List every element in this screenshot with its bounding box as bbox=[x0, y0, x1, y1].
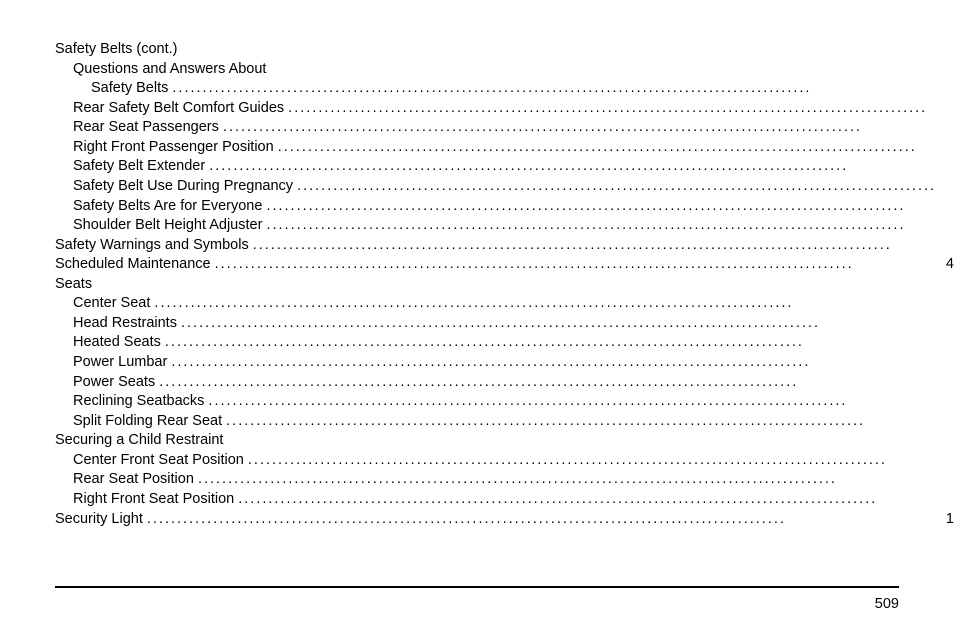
index-entry: Rear Seat Passengers 32 bbox=[55, 118, 954, 138]
leader-dots bbox=[165, 333, 936, 353]
index-entry-page: 35 bbox=[936, 99, 954, 119]
index-entry-page: 20 bbox=[936, 79, 954, 99]
index-entry-page: 30 bbox=[936, 138, 954, 158]
leader-dots bbox=[278, 138, 936, 158]
index-entry-label: Right Front Passenger Position bbox=[73, 138, 278, 158]
index-entry: Center Seat 14 bbox=[55, 294, 954, 314]
index-entry-label: Safety Belt Extender bbox=[73, 157, 209, 177]
index-entry: Heated Seats 10 bbox=[55, 333, 954, 353]
index-entry: Head Restraints 13 bbox=[55, 314, 954, 334]
index-entry-page: 30 bbox=[936, 177, 954, 197]
index-entry: Right Front Seat Position 61 bbox=[55, 490, 954, 510]
index-entry: Securing a Child Restraint bbox=[55, 431, 954, 451]
index-entry: Seats bbox=[55, 275, 954, 295]
index-entry: Reclining Seatbacks 11 bbox=[55, 392, 954, 412]
leader-dots bbox=[147, 510, 936, 530]
index-columns: Safety Belts (cont.)Questions and Answer… bbox=[55, 40, 899, 531]
leader-dots bbox=[171, 353, 936, 373]
footer-rule bbox=[55, 586, 899, 588]
leader-dots bbox=[198, 470, 936, 490]
index-entry-page: 13 bbox=[936, 314, 954, 334]
index-entry-label: Reclining Seatbacks bbox=[73, 392, 208, 412]
index-entry-label: Right Front Seat Position bbox=[73, 490, 238, 510]
leader-dots bbox=[238, 490, 936, 510]
leader-dots bbox=[154, 294, 936, 314]
index-entry-page: 29 bbox=[936, 216, 954, 236]
index-entry: Shoulder Belt Height Adjuster 29 bbox=[55, 216, 954, 236]
index-entry: Power Seats 9 bbox=[55, 373, 954, 393]
index-entry-page: 11 bbox=[936, 392, 954, 412]
index-entry: Safety Belt Extender 38 bbox=[55, 157, 954, 177]
index-entry: Safety Warnings and Symbols 4 bbox=[55, 236, 954, 256]
leader-dots bbox=[215, 255, 936, 275]
index-entry: Scheduled Maintenance 462 bbox=[55, 255, 954, 275]
index-entry: Safety Belt Use During Pregnancy 30 bbox=[55, 177, 954, 197]
index-entry-label: Security Light bbox=[55, 510, 147, 530]
index-entry-label: Securing a Child Restraint bbox=[55, 431, 954, 451]
leader-dots bbox=[226, 412, 936, 432]
leader-dots bbox=[223, 118, 936, 138]
index-entry: Safety Belts Are for Everyone 16 bbox=[55, 197, 954, 217]
index-entry-label: Seats bbox=[55, 275, 954, 295]
page-number: 509 bbox=[875, 596, 899, 612]
index-entry-page: 195 bbox=[936, 510, 954, 530]
index-entry-page: 4 bbox=[936, 236, 954, 256]
index-entry-label: Rear Seat Position bbox=[73, 470, 198, 490]
index-entry-label: Shoulder Belt Height Adjuster bbox=[73, 216, 266, 236]
index-entry: Questions and Answers About bbox=[55, 60, 954, 80]
index-entry-label: Safety Warnings and Symbols bbox=[55, 236, 253, 256]
index-entry: Power Lumbar 10 bbox=[55, 353, 954, 373]
index-entry: Split Folding Rear Seat 14 bbox=[55, 412, 954, 432]
leader-dots bbox=[181, 314, 936, 334]
index-column-left: Safety Belts (cont.)Questions and Answer… bbox=[55, 40, 954, 531]
index-entry-label: Rear Seat Passengers bbox=[73, 118, 223, 138]
index-entry-label: Rear Safety Belt Comfort Guides bbox=[73, 99, 288, 119]
index-entry-page: 14 bbox=[936, 412, 954, 432]
index-entry-page: 38 bbox=[936, 157, 954, 177]
index-entry-page: 10 bbox=[936, 353, 954, 373]
leader-dots bbox=[297, 177, 936, 197]
index-entry-label: Power Seats bbox=[73, 373, 159, 393]
leader-dots bbox=[266, 197, 936, 217]
index-entry-label: Safety Belts (cont.) bbox=[55, 40, 954, 60]
index-entry-page: 32 bbox=[936, 118, 954, 138]
index-entry: Rear Seat Position 58 bbox=[55, 470, 954, 490]
index-entry: Rear Safety Belt Comfort Guides 35 bbox=[55, 99, 954, 119]
index-entry: Right Front Passenger Position 30 bbox=[55, 138, 954, 158]
index-entry-page: 16 bbox=[936, 197, 954, 217]
index-entry: Security Light 195 bbox=[55, 510, 954, 530]
leader-dots bbox=[159, 373, 936, 393]
index-entry-page: 61 bbox=[936, 490, 954, 510]
leader-dots bbox=[208, 392, 936, 412]
index-entry-label: Split Folding Rear Seat bbox=[73, 412, 226, 432]
index-entry: Safety Belts (cont.) bbox=[55, 40, 954, 60]
index-entry-label: Safety Belts Are for Everyone bbox=[73, 197, 266, 217]
index-entry-label: Safety Belt Use During Pregnancy bbox=[73, 177, 297, 197]
leader-dots bbox=[172, 79, 936, 99]
index-entry-label: Scheduled Maintenance bbox=[55, 255, 215, 275]
index-entry-label: Questions and Answers About bbox=[73, 60, 954, 80]
index-entry-label: Head Restraints bbox=[73, 314, 181, 334]
leader-dots bbox=[266, 216, 936, 236]
index-entry-label: Center Front Seat Position bbox=[73, 451, 248, 471]
index-entry: Center Front Seat Position 61 bbox=[55, 451, 954, 471]
leader-dots bbox=[248, 451, 936, 471]
index-entry-page: 10 bbox=[936, 333, 954, 353]
index-entry-label: Center Seat bbox=[73, 294, 154, 314]
leader-dots bbox=[209, 157, 936, 177]
index-entry-label: Power Lumbar bbox=[73, 353, 171, 373]
index-entry: Safety Belts 20 bbox=[55, 79, 954, 99]
index-entry-page: 58 bbox=[936, 470, 954, 490]
leader-dots bbox=[253, 236, 936, 256]
index-entry-page: 61 bbox=[936, 451, 954, 471]
index-entry-label: Safety Belts bbox=[91, 79, 172, 99]
index-entry-label: Heated Seats bbox=[73, 333, 165, 353]
index-entry-page: 9 bbox=[936, 373, 954, 393]
index-entry-page: 14 bbox=[936, 294, 954, 314]
index-entry-page: 462 bbox=[936, 255, 954, 275]
leader-dots bbox=[288, 99, 936, 119]
